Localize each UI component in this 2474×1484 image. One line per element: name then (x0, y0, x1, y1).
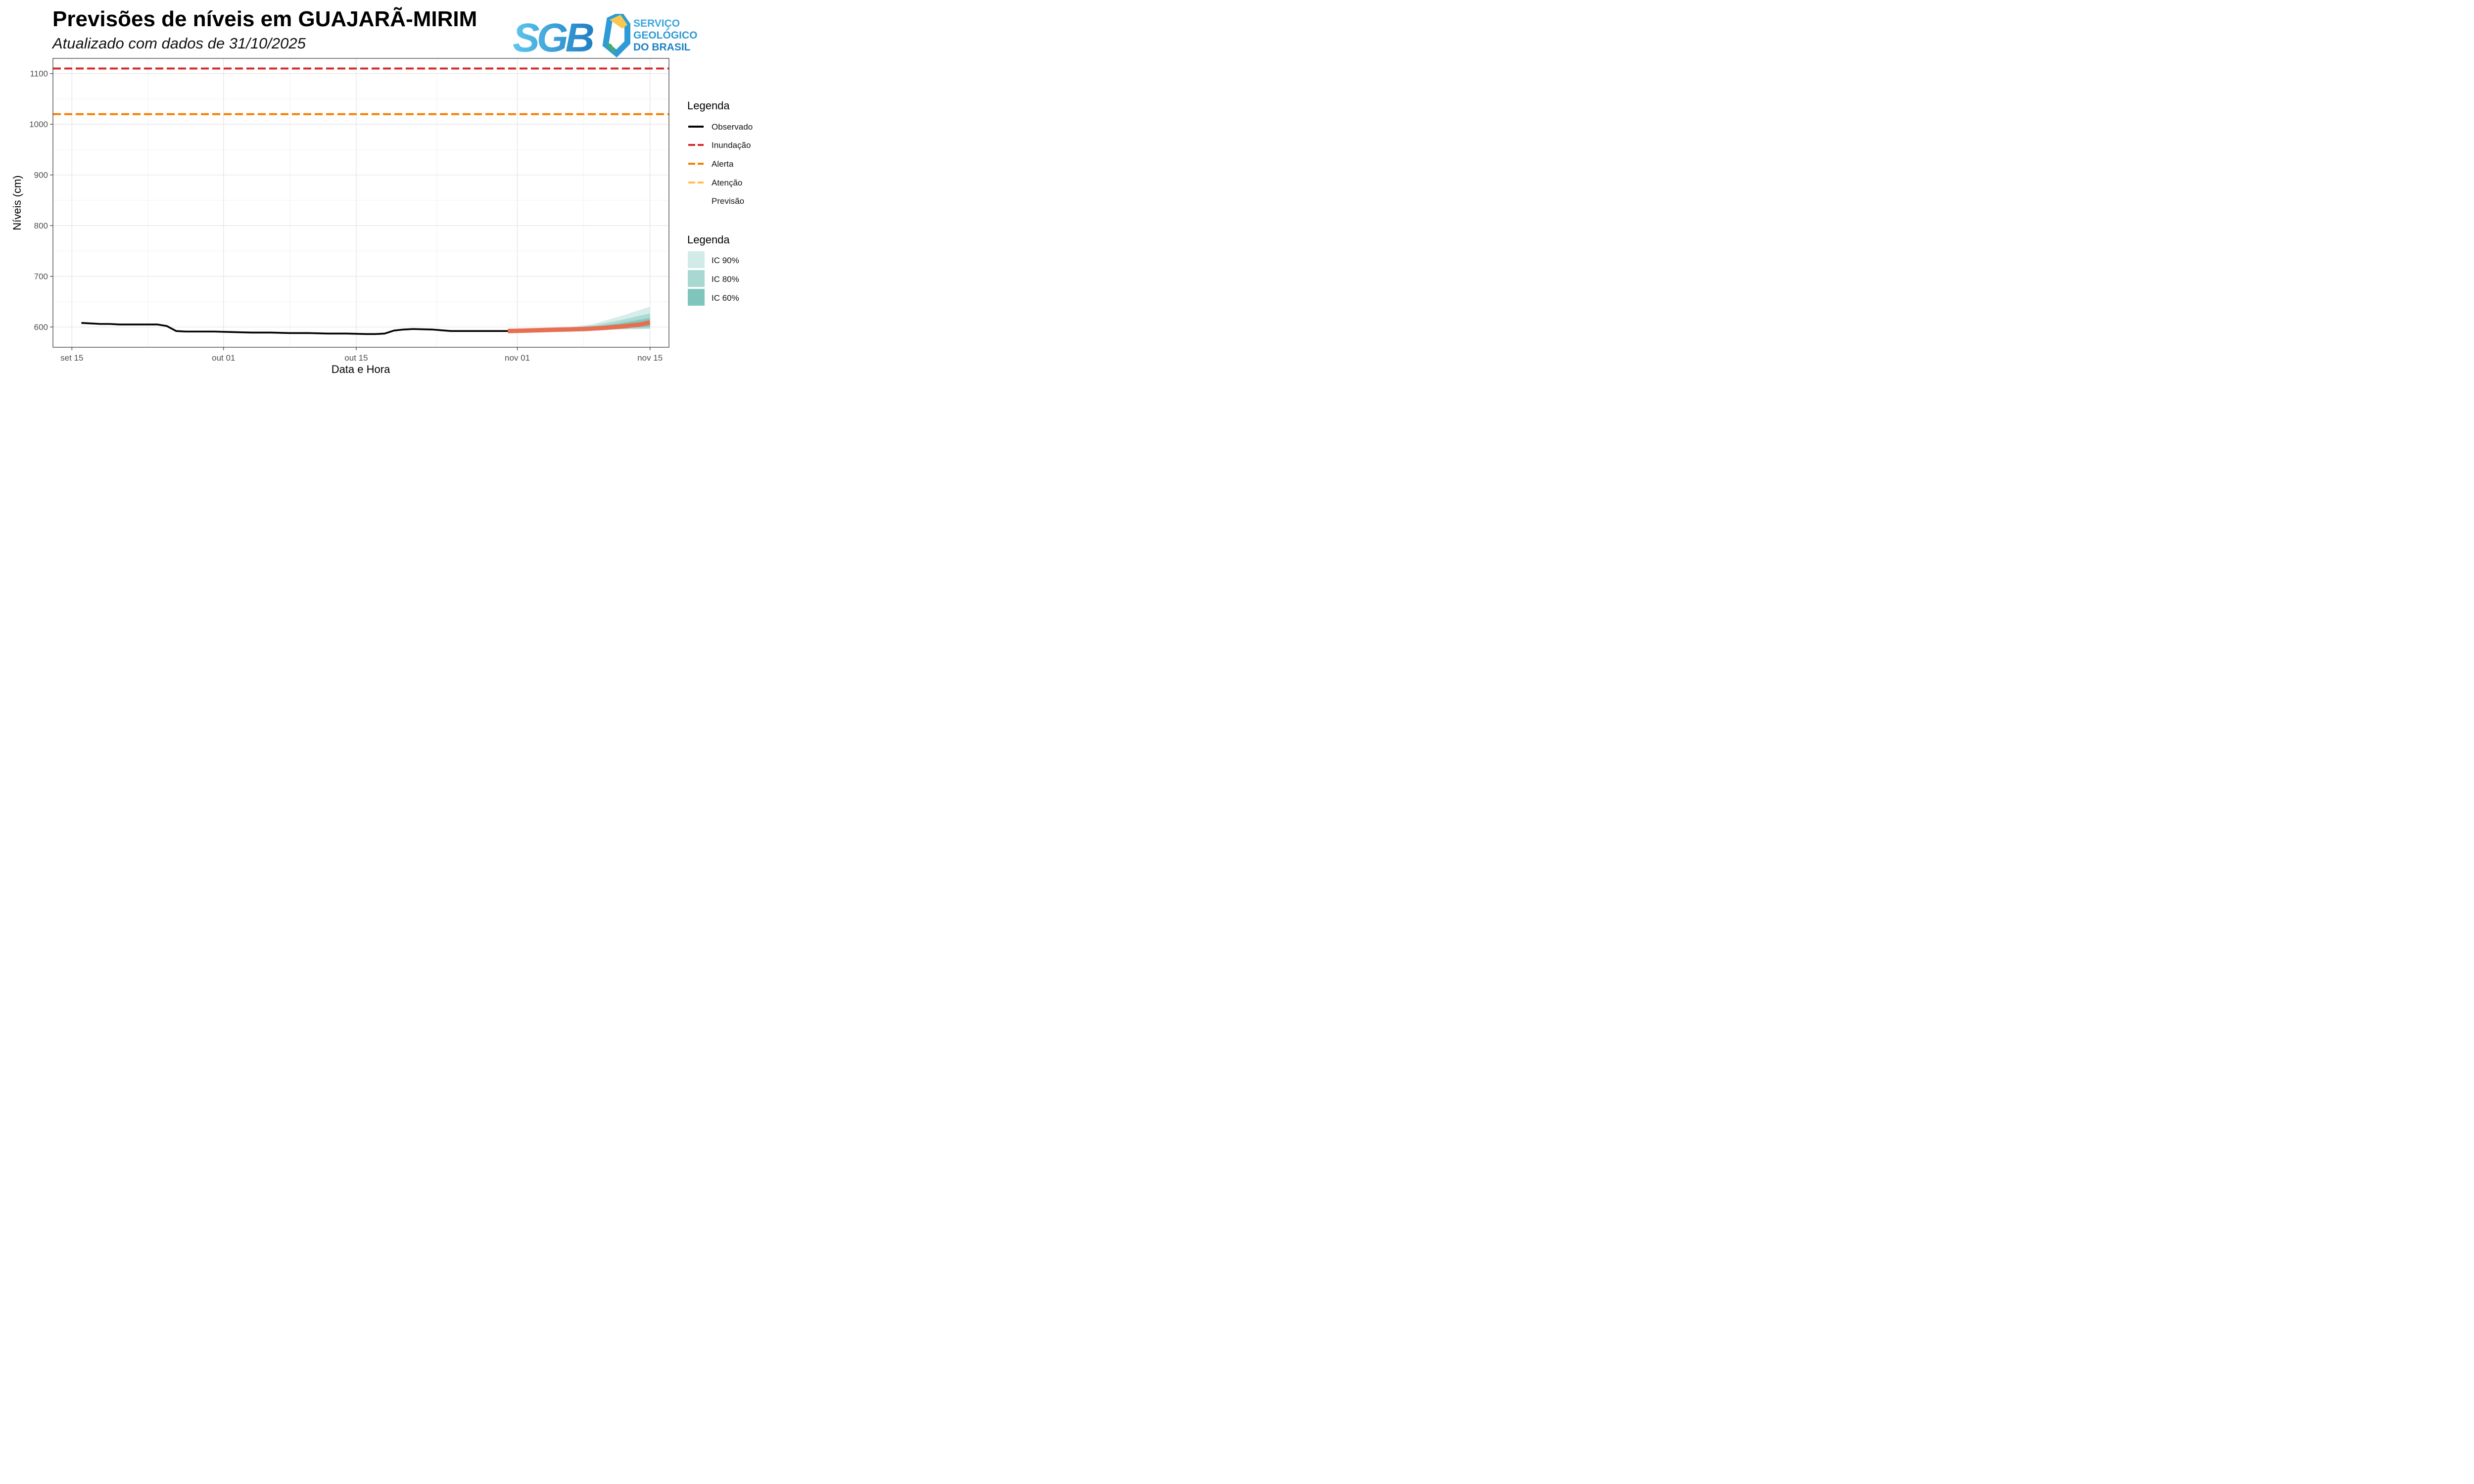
threshold-lines (53, 67, 669, 115)
plot-background (53, 58, 669, 347)
x-axis-ticks: set 15 out 01 out 15 nov 01 nov 15 (60, 347, 663, 363)
logo-mark: SGB (513, 15, 593, 58)
y-tick-label: 700 (34, 272, 48, 281)
series-observado (81, 322, 508, 335)
legend-key-ic80 (688, 270, 705, 287)
x-tick-label: set 15 (60, 353, 83, 363)
y-tick-label: 1100 (30, 69, 48, 79)
y-tick-label: 800 (34, 221, 48, 231)
logo-line2: GEOLÓGICO (633, 29, 698, 41)
series-lines (81, 320, 651, 335)
grid-lines (53, 58, 669, 347)
y-axis-title: Níveis (cm) (11, 175, 23, 230)
legend-label-observado: Observado (712, 122, 753, 132)
legend-key-ic90 (688, 251, 705, 268)
logo-line3: DO BRASIL (633, 42, 691, 53)
series-previsao (508, 320, 651, 333)
legend-label-previsao: Previsão (712, 196, 744, 206)
x-tick-label: out 01 (212, 353, 235, 363)
legend-lines-title: Legenda (687, 99, 730, 112)
y-tick-label: 600 (34, 323, 48, 332)
legend-bands-title: Legenda (687, 233, 730, 246)
y-tick-label: 900 (34, 171, 48, 180)
legend-bands: Legenda IC 90% IC 80% IC 60% (687, 233, 739, 306)
plot-border (52, 58, 669, 348)
logo-line1: SERVIÇO (633, 18, 680, 29)
chart-subtitle: Atualizado com dados de 31/10/2025 (52, 35, 306, 52)
sgb-logo: SGB SERVIÇO GEOLÓGICO DO BRASIL (513, 14, 698, 58)
x-tick-label: out 15 (344, 353, 368, 363)
legend-key-ic60 (688, 289, 705, 306)
legend-label-atencao: Atenção (712, 178, 742, 187)
legend-lines: Legenda Observado Inundação Alerta Atenç… (687, 99, 753, 206)
legend-label-alerta: Alerta (712, 159, 734, 169)
legend-label-ic90: IC 90% (712, 256, 739, 265)
plot-area (52, 58, 669, 348)
y-axis-ticks: 600 700 800 900 1000 1100 (29, 69, 53, 332)
x-tick-label: nov 15 (637, 353, 663, 363)
legend-label-inundacao: Inundação (712, 140, 751, 150)
y-tick-label: 1000 (29, 120, 48, 129)
chart-title: Previsões de níveis em GUAJARÃ-MIRIM (52, 7, 477, 31)
legend-label-ic80: IC 80% (712, 275, 739, 284)
legend-label-ic60: IC 60% (712, 293, 739, 303)
chart: set 15 out 01 out 15 nov 01 nov 15 600 700 800… (11, 58, 753, 375)
x-tick-label: nov 01 (505, 353, 530, 363)
x-axis-title: Data e Hora (332, 363, 390, 375)
